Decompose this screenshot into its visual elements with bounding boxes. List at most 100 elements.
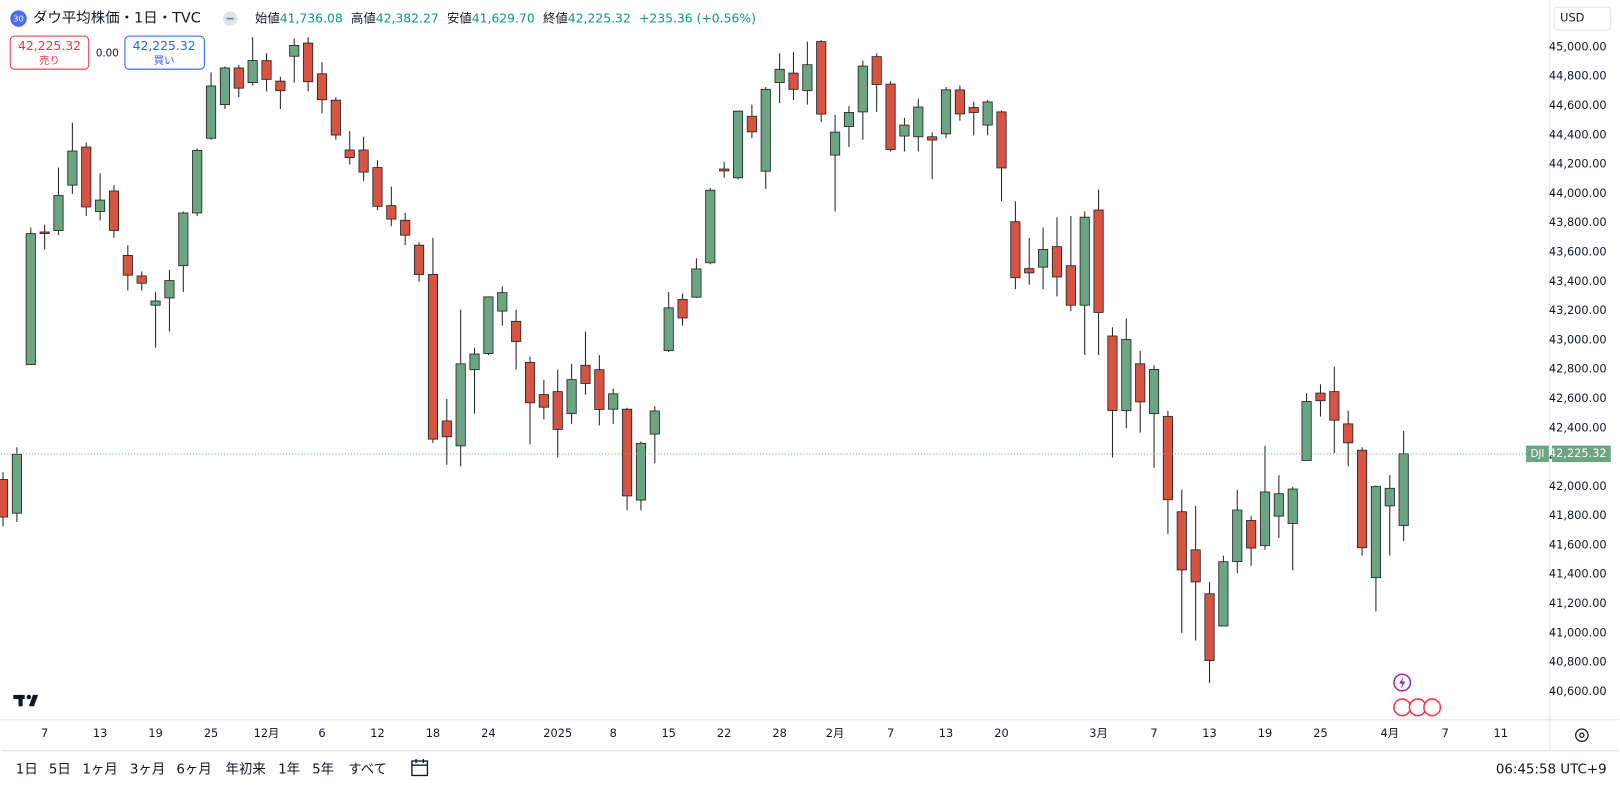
- range-button[interactable]: 1ヶ月: [82, 762, 117, 777]
- y-tick-label: 41,000.00: [1549, 625, 1607, 639]
- candle-body: [358, 149, 369, 173]
- y-tick-label: 43,600.00: [1549, 245, 1607, 259]
- ohlc-label: 高値: [351, 10, 376, 25]
- candle-body: [95, 199, 106, 212]
- x-tick-label: 12月: [254, 726, 280, 740]
- candle-body: [330, 99, 341, 136]
- date-range-icon[interactable]: [411, 758, 429, 777]
- y-tick-label: 40,600.00: [1549, 684, 1607, 698]
- y-tick-label: 43,000.00: [1549, 332, 1607, 346]
- x-tick-label: 7: [1442, 726, 1449, 740]
- ohlc-value: 41,736.08: [280, 10, 343, 25]
- candle-body: [108, 190, 120, 231]
- event-icons: [1393, 673, 1442, 717]
- candle-body: [400, 219, 411, 236]
- last-price-symbol-bg: [1526, 445, 1549, 463]
- candle-body: [1384, 487, 1395, 507]
- clock: 06:45:58 UTC+9: [1496, 762, 1607, 777]
- buy-label: 買い: [154, 55, 175, 67]
- range-button[interactable]: 年初来: [226, 761, 266, 777]
- x-tick-label: 18: [426, 726, 440, 740]
- candle-body: [913, 106, 924, 138]
- y-tick-label: 40,800.00: [1549, 655, 1607, 669]
- x-tick-label: 25: [1313, 726, 1327, 740]
- range-button[interactable]: 3ヶ月: [130, 762, 165, 777]
- range-button[interactable]: 6ヶ月: [176, 762, 211, 777]
- range-button[interactable]: 1年: [278, 761, 300, 777]
- candle-body: [746, 115, 757, 133]
- sell-button[interactable]: [9, 35, 90, 70]
- range-button[interactable]: 5年: [312, 761, 334, 777]
- candle-body: [511, 320, 522, 342]
- x-tick-label: 7: [1150, 726, 1157, 740]
- spread: 0.00: [96, 48, 119, 60]
- y-tick-label: 44,600.00: [1549, 98, 1607, 112]
- candle-body: [413, 244, 425, 275]
- candle-body: [760, 88, 771, 172]
- candle-body: [580, 364, 591, 384]
- candle-body: [705, 189, 716, 264]
- candle-body: [427, 274, 438, 440]
- x-tick-label: 7: [41, 726, 48, 740]
- candle-body: [691, 268, 702, 298]
- buy-button[interactable]: [124, 35, 205, 70]
- x-tick-label: 25: [204, 726, 218, 740]
- candle-body: [1218, 561, 1229, 627]
- candle-body: [1259, 491, 1271, 546]
- candle-body: [1370, 486, 1381, 579]
- x-tick-label: 22: [717, 726, 731, 740]
- y-tick-label: 44,000.00: [1549, 186, 1607, 200]
- candle-body: [635, 442, 647, 501]
- candle-body: [649, 410, 660, 435]
- candle-body: [1024, 268, 1035, 274]
- range-button[interactable]: すべて: [348, 761, 387, 777]
- candle-body: [1329, 391, 1340, 421]
- range-button[interactable]: 1日: [16, 762, 38, 777]
- settings-icon[interactable]: [1575, 728, 1589, 743]
- candle-body: [192, 150, 203, 214]
- range-button[interactable]: 5日: [49, 762, 71, 777]
- candle-body: [122, 255, 133, 276]
- candle-body: [497, 292, 508, 312]
- candle-body: [802, 64, 813, 92]
- x-tick-label: 2月: [826, 726, 845, 740]
- badge-text: 30: [13, 14, 23, 24]
- x-tick-label: 11: [1494, 726, 1508, 740]
- symbol-title[interactable]: ダウ平均株価・1日・TVC: [33, 10, 201, 27]
- candle-body: [53, 195, 64, 231]
- candle-body: [81, 146, 92, 208]
- last-price-bg: [1551, 445, 1611, 463]
- candle-body: [247, 60, 258, 84]
- candle-body: [816, 41, 827, 115]
- candle-body: [261, 60, 272, 80]
- candle-body: [899, 124, 910, 137]
- candle-body: [857, 65, 868, 113]
- tv-logo: [13, 694, 39, 707]
- candle-body: [1121, 338, 1132, 412]
- candle-body: [1232, 509, 1243, 562]
- ohlc-label: 安値: [447, 10, 472, 25]
- candle-body: [1051, 246, 1063, 278]
- last-price-symbol: DJI: [1530, 448, 1544, 460]
- candle-body: [1287, 488, 1298, 524]
- candle-body: [552, 391, 563, 430]
- candle-body: [136, 275, 147, 284]
- ohlc-change: +235.36 (+0.56%): [639, 10, 756, 25]
- ohlc-value: 41,629.70: [472, 10, 535, 25]
- x-tick-label: 3月: [1089, 726, 1108, 740]
- currency-button[interactable]: [1553, 6, 1612, 31]
- x-tick-label: 28: [772, 726, 786, 740]
- candle-body: [233, 67, 244, 89]
- candle-body: [178, 212, 189, 267]
- ohlc-value: 42,225.32: [568, 10, 631, 25]
- candle-body: [1176, 511, 1187, 571]
- candle-body: [1357, 449, 1368, 549]
- candle-body: [303, 42, 314, 83]
- buy-price: 42,225.32: [133, 38, 196, 53]
- x-tick-label: 8: [610, 726, 617, 740]
- candle-body: [732, 110, 744, 179]
- candle-body: [1246, 520, 1257, 549]
- candle-body: [1273, 493, 1284, 517]
- candle-body: [150, 300, 161, 306]
